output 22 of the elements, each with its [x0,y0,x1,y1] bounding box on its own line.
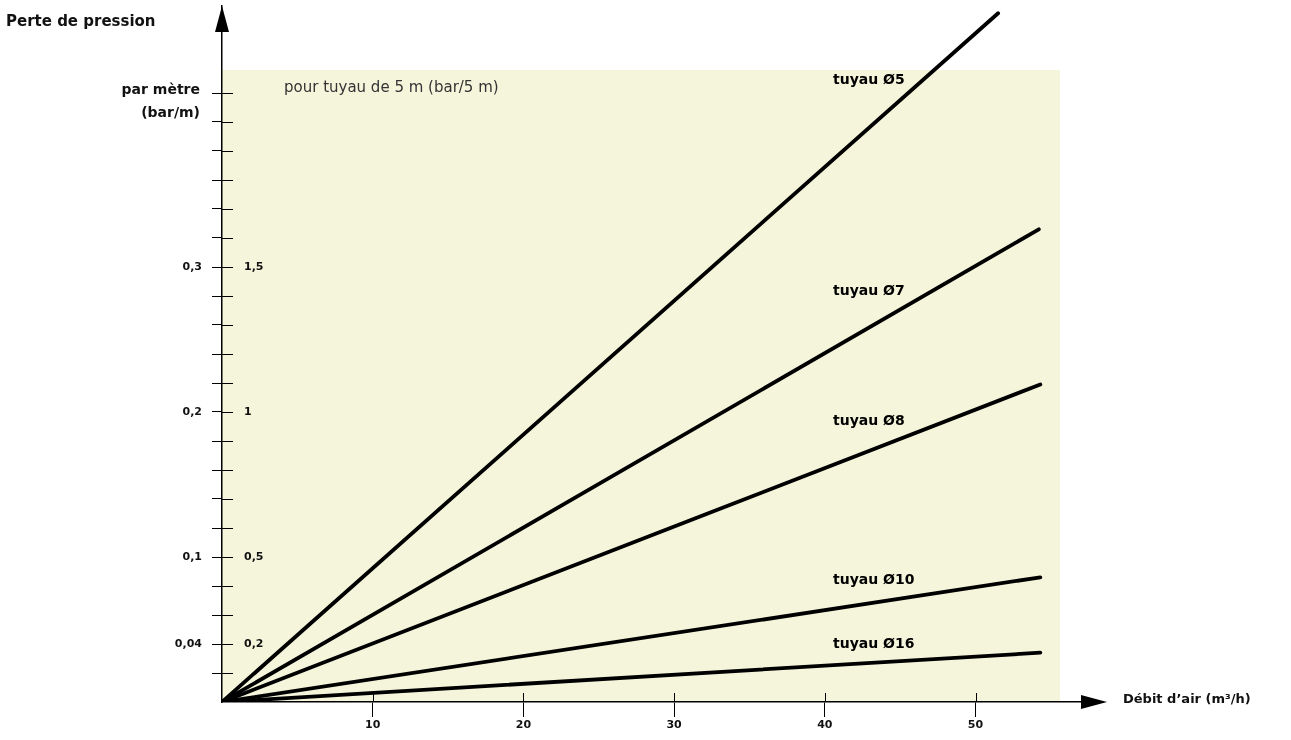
series-label: tuyau Ø7 [833,281,905,298]
series-label: tuyau Ø8 [833,411,905,428]
x-tick-label: 10 [365,718,381,732]
y-tick-label: 0,04 [174,636,203,650]
x-tick-label: 30 [666,718,683,732]
y2-tick-label: 0,2 [244,636,264,650]
y-axis-title: par mètre (bar/m) [120,80,200,122]
text: Perte de pression [6,12,156,30]
x-axis-title: Débit d’air (m³/h) [1123,691,1251,706]
y2-tick-label: 1,5 [244,259,264,273]
series-label: tuyau Ø10 [833,571,915,588]
series-label: tuyau Ø16 [833,634,915,651]
x-tick-label: 40 [817,718,833,732]
y-tick-label: 0,3 [182,259,202,273]
y2-tick-label: 0,5 [244,549,264,563]
y-tick-label: 0,2 [182,404,202,418]
x-tick-label: 50 [967,718,984,732]
y2-tick-label: 1 [244,404,252,418]
y2-axis-title: pour tuyau de 5 m (bar/5 m) [284,78,499,96]
series-label: tuyau Ø5 [833,70,905,87]
x-tick-label: 20 [515,718,532,732]
y-tick-label: 0,1 [182,549,202,563]
